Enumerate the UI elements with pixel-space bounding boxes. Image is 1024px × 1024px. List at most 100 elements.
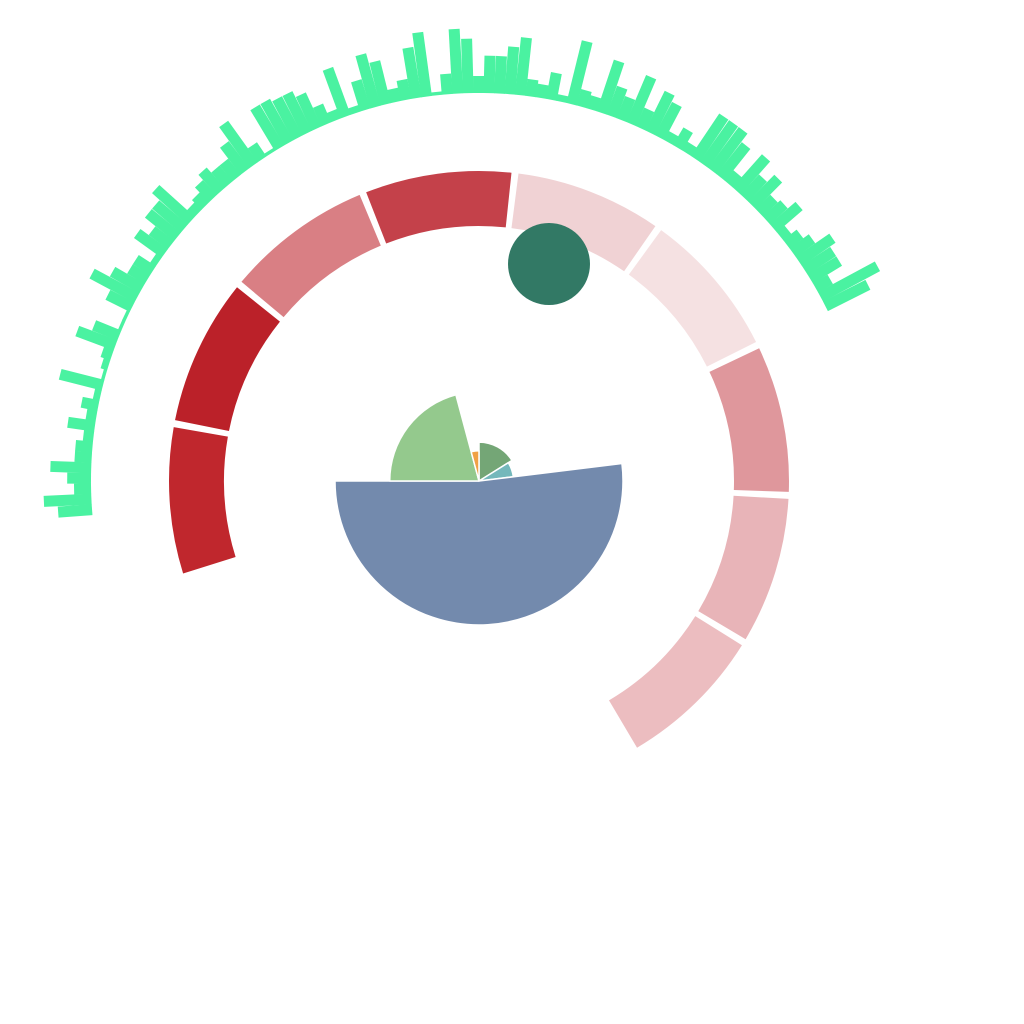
radial-bar (762, 200, 788, 225)
radial-bar (716, 142, 751, 181)
radial-bar (219, 120, 258, 169)
radial-bar (282, 91, 312, 136)
radial-bar (194, 179, 217, 203)
radial-bar (576, 89, 592, 109)
radial-bar (100, 346, 114, 361)
radial-bar (250, 104, 285, 152)
radial-bar (219, 141, 250, 175)
ring-segment (709, 348, 789, 492)
radial-bar (150, 253, 162, 267)
radial-bar (493, 55, 507, 94)
radial-bar (82, 429, 95, 443)
radial-bar (326, 108, 341, 123)
radial-bar (708, 127, 748, 175)
radial-bar (783, 229, 804, 249)
radial-bar (596, 59, 625, 115)
radial-bar (272, 96, 303, 141)
radial-bar (663, 130, 679, 146)
radial-bar (322, 66, 351, 119)
scatter-point (508, 223, 590, 305)
radial-bar (152, 200, 188, 233)
middle-ring (169, 171, 789, 748)
radial-bar (198, 167, 225, 196)
radial-bar (43, 493, 92, 507)
radial-bar (85, 408, 98, 422)
radial-bar (132, 255, 156, 276)
radial-bar (801, 246, 837, 275)
radial-bar (387, 87, 401, 104)
radial-bar (133, 229, 168, 258)
radial-bar (92, 388, 102, 401)
ring-segment (366, 171, 512, 244)
radial-bar (654, 101, 682, 141)
radial-bar (351, 79, 371, 112)
radial-bar (247, 142, 267, 163)
radial-bar (80, 396, 100, 411)
ring-segment (628, 230, 757, 367)
radial-bar (673, 127, 693, 151)
radial-bar (144, 209, 181, 242)
radial-bar (616, 95, 636, 123)
radial-bar (812, 274, 833, 293)
radial-bar (699, 120, 739, 169)
radial-bar (152, 184, 195, 226)
radial-bar (73, 483, 92, 495)
radial-bar (396, 78, 412, 101)
radial-bar (473, 75, 485, 94)
radial-bar (535, 83, 549, 99)
radial-bar (355, 53, 381, 109)
radial-bar (732, 154, 771, 195)
radial-bar (412, 31, 432, 98)
radial-bar (122, 309, 130, 322)
radial-bar (504, 46, 520, 95)
radial-bar (566, 40, 593, 106)
radial-bar (89, 268, 140, 303)
radial-bar (127, 264, 151, 285)
rose-slice (388, 394, 480, 482)
radial-bar (264, 147, 276, 157)
radial-bar (525, 78, 539, 98)
radial-bar (67, 472, 92, 484)
scatter-points (508, 223, 590, 305)
radial-bar (769, 201, 803, 233)
radial-bar (789, 234, 816, 258)
radial-bar (807, 256, 843, 284)
radial-bar (440, 73, 453, 95)
radial-bar (755, 194, 778, 217)
radial-bar (822, 279, 871, 312)
radial-bar (556, 94, 569, 104)
radial-bar (681, 141, 697, 157)
rose-slice (478, 441, 513, 482)
radial-bar (148, 226, 175, 250)
radial-bar (369, 60, 391, 106)
radial-bar (448, 28, 464, 94)
radial-bar (514, 37, 532, 96)
radial-bar (118, 319, 126, 331)
radial-bar (545, 72, 562, 101)
radial-bar (795, 233, 836, 266)
rose-slice (470, 450, 480, 482)
radial-bar (690, 113, 729, 163)
radial-bar (92, 320, 122, 341)
ring-segment (175, 287, 280, 431)
radial-bar (105, 289, 135, 312)
radial-bar (626, 75, 657, 127)
radial-bar (645, 90, 675, 136)
radial-bar (586, 95, 602, 112)
ring-segment (511, 173, 656, 272)
radial-bar (347, 105, 361, 115)
radial-bar (100, 357, 111, 371)
radial-bar (606, 85, 628, 119)
radial-bar (817, 261, 881, 302)
rose-slice (334, 462, 624, 626)
radial-bar (75, 325, 118, 351)
radial-bar (57, 504, 93, 518)
radial-bar (67, 416, 96, 432)
radial-bar (74, 450, 93, 463)
radial-bar (75, 439, 93, 453)
radial-bar (483, 55, 496, 94)
radial-bar (109, 266, 145, 294)
radial-bar (50, 460, 92, 474)
radial-bar (461, 38, 474, 94)
